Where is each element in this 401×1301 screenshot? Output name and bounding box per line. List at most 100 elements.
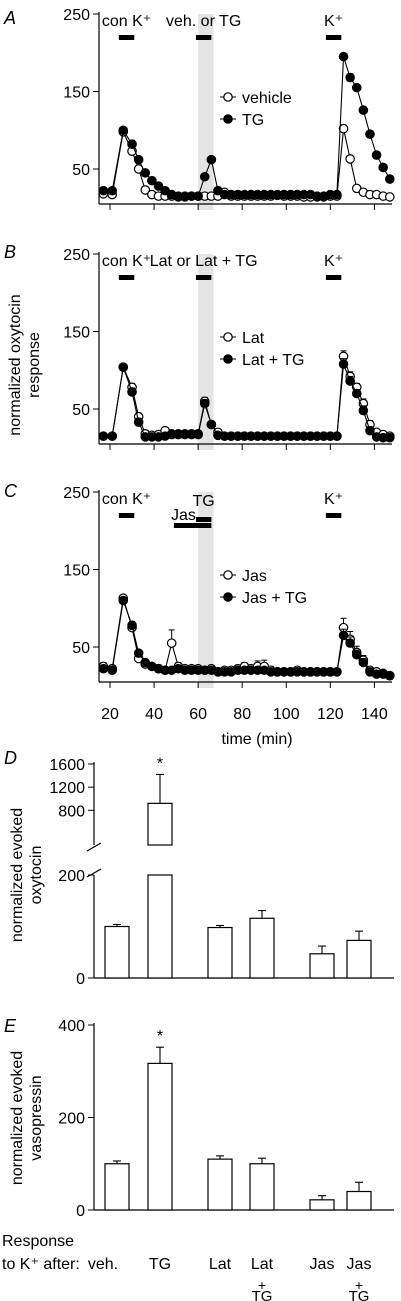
panel-c-series-0-point-9 — [166, 638, 177, 648]
panel-a-series-1-point-3 — [127, 139, 137, 149]
panel-a-series-1-point-1 — [107, 185, 118, 196]
panel-a-series-0-point-42 — [384, 192, 395, 202]
panel-a-ytick-label-50: 50 — [72, 162, 90, 179]
panel-letter-e: E — [4, 1016, 17, 1036]
panel-a-legend-label-1: TG — [242, 112, 264, 129]
panel-d-axis-break-1 — [86, 842, 102, 852]
panel-letter-b: B — [4, 242, 16, 262]
panel-b-ytick-label-250: 250 — [63, 247, 90, 264]
category-label-5: Jas — [347, 1256, 372, 1273]
panel-c-series-1-point-34 — [332, 666, 342, 677]
panel-a-stim-label-0: con K⁺ — [102, 13, 151, 30]
panel-c-series-1-point-35 — [338, 630, 349, 641]
panel-c-stim-label-0: con K⁺ — [102, 491, 151, 508]
category-tg-1: TG — [349, 1288, 370, 1301]
category-label-3: Lat — [251, 1256, 274, 1273]
panel-c-legend-marker-1 — [223, 592, 233, 602]
panel-e-bar-0 — [104, 1163, 130, 1211]
panel-b-stim-bar-0 — [118, 275, 135, 280]
panel-b-stim-label-1: Lat or Lat + TG — [150, 253, 258, 270]
panel-d-bar-3 — [249, 917, 275, 979]
panel-b-series-1-point-34 — [332, 431, 342, 441]
panel-e-bar-3 — [249, 1163, 275, 1211]
panel-c-legend-label-1: Jas + TG — [242, 590, 307, 607]
category-label-2: Lat — [209, 1256, 232, 1273]
panel-c-stim-label-3: K⁺ — [324, 491, 343, 508]
panel-a-series-0-point-36 — [345, 154, 355, 164]
panel-c-legend-label-0: Jas — [242, 568, 267, 585]
abc-ylabel-line2: response — [26, 332, 43, 398]
panel-d-bar-1-upper — [147, 802, 173, 846]
panel-c-legend-marker-0 — [223, 570, 233, 580]
panel-letter-c: C — [4, 481, 18, 501]
panel-a-series-1-point-2 — [118, 125, 129, 136]
panel-a-series-1-point-7 — [153, 181, 164, 191]
panel-c-series-1-point-4 — [133, 648, 144, 658]
panel-a-series-1-point-36 — [345, 72, 355, 83]
panel-e-asterisk-1: * — [157, 1028, 163, 1045]
panel-a-series-1-point-6 — [147, 175, 157, 186]
panel-b-series-1-point-3 — [127, 387, 137, 397]
panel-d-ytick-label-200: 200 — [58, 868, 85, 885]
panel-c-stim-label-2: TG — [193, 493, 215, 510]
panel-c-series-1-point-36 — [345, 638, 355, 648]
panel-e-ytick-label-400: 400 — [58, 1018, 85, 1035]
panel-letter-d: D — [4, 748, 17, 768]
panel-a-series-1-point-35 — [338, 51, 349, 62]
panel-e-bar-2 — [207, 1158, 233, 1211]
panel-a-series-1-point-4 — [133, 154, 144, 165]
panel-d-bar-2 — [207, 926, 233, 979]
panel-c-stim-bar-0 — [118, 513, 135, 518]
panel-b-series-1-point-4 — [133, 417, 144, 427]
d-ylabel-line1: normalized evoked — [9, 808, 26, 942]
panel-a-series-1-point-41 — [378, 162, 388, 173]
panel-b-series-1-point-38 — [358, 405, 369, 416]
panel-a-series-1-point-39 — [365, 129, 375, 139]
e-ylabel-line2: vasopressin — [28, 1075, 45, 1160]
category-tg-0: TG — [252, 1288, 273, 1301]
panel-d-bar-4 — [309, 953, 335, 979]
panel-c-shade — [198, 492, 214, 688]
category-plus-0: + — [258, 1277, 266, 1293]
time-tick-label-100: 100 — [273, 706, 300, 723]
panel-c-ytick-label-250: 250 — [63, 485, 90, 502]
panel-c-stim-bar-1 — [173, 523, 212, 528]
panel-b-series-1-point-0 — [98, 431, 109, 441]
category-plus-1: + — [355, 1277, 363, 1293]
panel-b-series-1-point-15 — [206, 419, 217, 430]
panel-b-legend-label-0: Lat — [242, 330, 265, 347]
panel-b-stim-bar-1 — [195, 275, 212, 280]
time-axis-label: time (min) — [221, 731, 292, 748]
panel-b-legend-marker-0 — [223, 332, 233, 342]
panel-b-legend-marker-1 — [223, 354, 233, 364]
panel-a-legend-label-0: vehicle — [242, 90, 292, 107]
panel-a-stim-bar-2 — [325, 35, 342, 40]
panel-c-stim-bar-2 — [195, 517, 212, 522]
panel-c-series-1-point-0 — [98, 663, 109, 674]
panel-d-bar-0 — [104, 925, 130, 979]
panel-b-series-1-point-14 — [199, 398, 210, 409]
time-tick-label-60: 60 — [189, 706, 207, 723]
panel-c-ytick-label-150: 150 — [63, 563, 90, 580]
category-label-0: veh. — [88, 1256, 118, 1273]
panel-a-series-0-point-35 — [338, 123, 349, 134]
panel-a-stim-label-1: veh. or TG — [166, 13, 241, 30]
panel-a-series-0-point-5 — [140, 185, 151, 195]
panel-d-bar-1-lower — [147, 874, 173, 979]
panel-a-series-1-point-38 — [358, 105, 369, 115]
panel-b-stim-label-2: K⁺ — [324, 253, 343, 270]
panel-a-stim-bar-1 — [195, 35, 212, 40]
panel-b-series-1-point-37 — [351, 388, 362, 399]
panel-c-series-1-point-42 — [384, 670, 395, 681]
panel-d-ytick-label-1600: 1600 — [49, 757, 85, 774]
panel-a-legend-marker-0 — [223, 92, 233, 102]
panel-a-series-1-point-40 — [371, 150, 382, 160]
panel-c-series-1-point-37 — [351, 649, 362, 660]
time-tick-label-40: 40 — [145, 706, 163, 723]
panel-d-ytick-label-800: 800 — [58, 803, 85, 820]
panel-a-stim-label-2: K⁺ — [324, 13, 343, 30]
panel-a-series-1-point-42 — [384, 174, 395, 184]
panel-b-series-1-point-13 — [193, 429, 203, 440]
panel-a-series-1-point-37 — [351, 82, 362, 93]
